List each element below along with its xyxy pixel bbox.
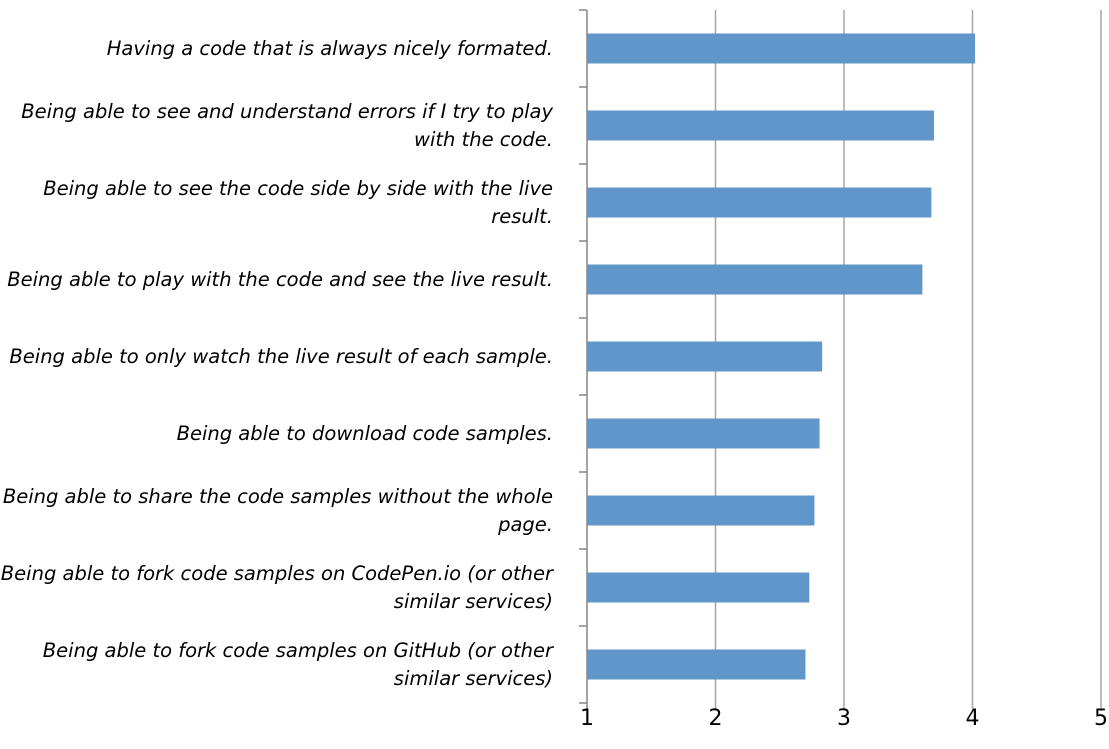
bar [587, 418, 820, 449]
y-tick-label: Being able to see and understand errors … [21, 99, 553, 151]
x-tick-label: 4 [965, 706, 980, 731]
bar [587, 572, 810, 603]
x-tick-label: 1 [580, 706, 594, 731]
y-tick-label: Being able to download code samples. [176, 421, 553, 445]
y-tick-label: Being able to share the code samples wit… [2, 484, 553, 536]
y-tick-label: Being able to see the code side by side … [43, 176, 553, 228]
bar [587, 110, 934, 141]
x-tick-label: 2 [708, 706, 723, 731]
y-tick-label: Being able to play with the code and see… [7, 267, 553, 291]
bar [587, 187, 932, 218]
bar [587, 495, 815, 526]
bar [587, 649, 806, 680]
x-tick-label: 5 [1094, 706, 1108, 731]
y-tick-label: Having a code that is always nicely form… [106, 36, 553, 60]
y-tick-label: Being able to fork code samples on CodeP… [0, 561, 553, 613]
bar [587, 33, 976, 64]
bar [587, 341, 823, 372]
y-tick-label: Being able to only watch the live result… [9, 344, 553, 368]
bar [587, 264, 923, 295]
x-tick-label: 3 [837, 706, 851, 731]
y-tick-label: Being able to fork code samples on GitHu… [42, 638, 553, 690]
